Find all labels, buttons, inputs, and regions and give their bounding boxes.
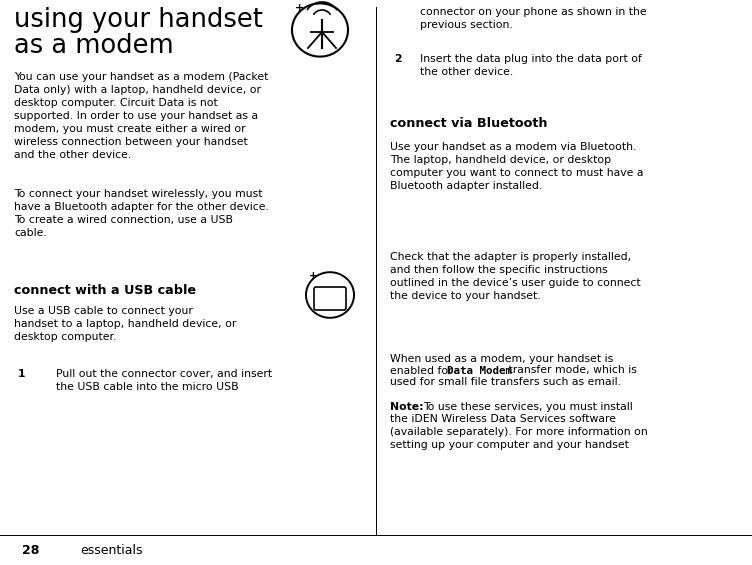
Text: Check that the adapter is properly installed,
and then follow the specific instr: Check that the adapter is properly insta…	[390, 252, 641, 301]
Text: connect with a USB cable: connect with a USB cable	[14, 284, 196, 297]
Text: 28: 28	[22, 544, 39, 557]
Text: Use your handset as a modem via Bluetooth.
The laptop, handheld device, or deskt: Use your handset as a modem via Bluetoot…	[390, 142, 644, 191]
Text: enabled for: enabled for	[390, 366, 456, 376]
Text: Pull out the connector cover, and insert
the USB cable into the micro USB: Pull out the connector cover, and insert…	[56, 369, 272, 392]
Text: When used as a modem, your handset is: When used as a modem, your handset is	[390, 354, 613, 364]
Text: Insert the data plug into the data port of
the other device.: Insert the data plug into the data port …	[420, 54, 642, 77]
Text: You can use your handset as a modem (Packet
Data only) with a laptop, handheld d: You can use your handset as a modem (Pac…	[14, 72, 268, 160]
Text: Use a USB cable to connect your
handset to a laptop, handheld device, or
desktop: Use a USB cable to connect your handset …	[14, 306, 236, 342]
FancyBboxPatch shape	[314, 287, 346, 310]
Text: transfer mode, which is: transfer mode, which is	[505, 366, 637, 376]
Text: using your handset: using your handset	[14, 7, 263, 33]
Text: 1: 1	[18, 369, 26, 379]
Text: used for small file transfers such as email.: used for small file transfers such as em…	[390, 377, 621, 387]
Text: as a modem: as a modem	[14, 33, 174, 59]
Text: 2: 2	[394, 54, 402, 64]
Text: +: +	[296, 3, 305, 13]
Text: Data Modem: Data Modem	[447, 366, 512, 376]
Text: To connect your handset wirelessly, you must
have a Bluetooth adapter for the ot: To connect your handset wirelessly, you …	[14, 189, 269, 238]
Text: Note:: Note:	[390, 402, 423, 412]
Text: connect via Bluetooth: connect via Bluetooth	[390, 117, 547, 130]
Text: connector on your phone as shown in the
previous section.: connector on your phone as shown in the …	[420, 7, 647, 30]
Text: the iDEN Wireless Data Services software
(available separately). For more inform: the iDEN Wireless Data Services software…	[390, 414, 647, 450]
Text: To use these services, you must install: To use these services, you must install	[423, 402, 632, 412]
Text: +: +	[308, 271, 317, 281]
Text: essentials: essentials	[80, 544, 142, 557]
